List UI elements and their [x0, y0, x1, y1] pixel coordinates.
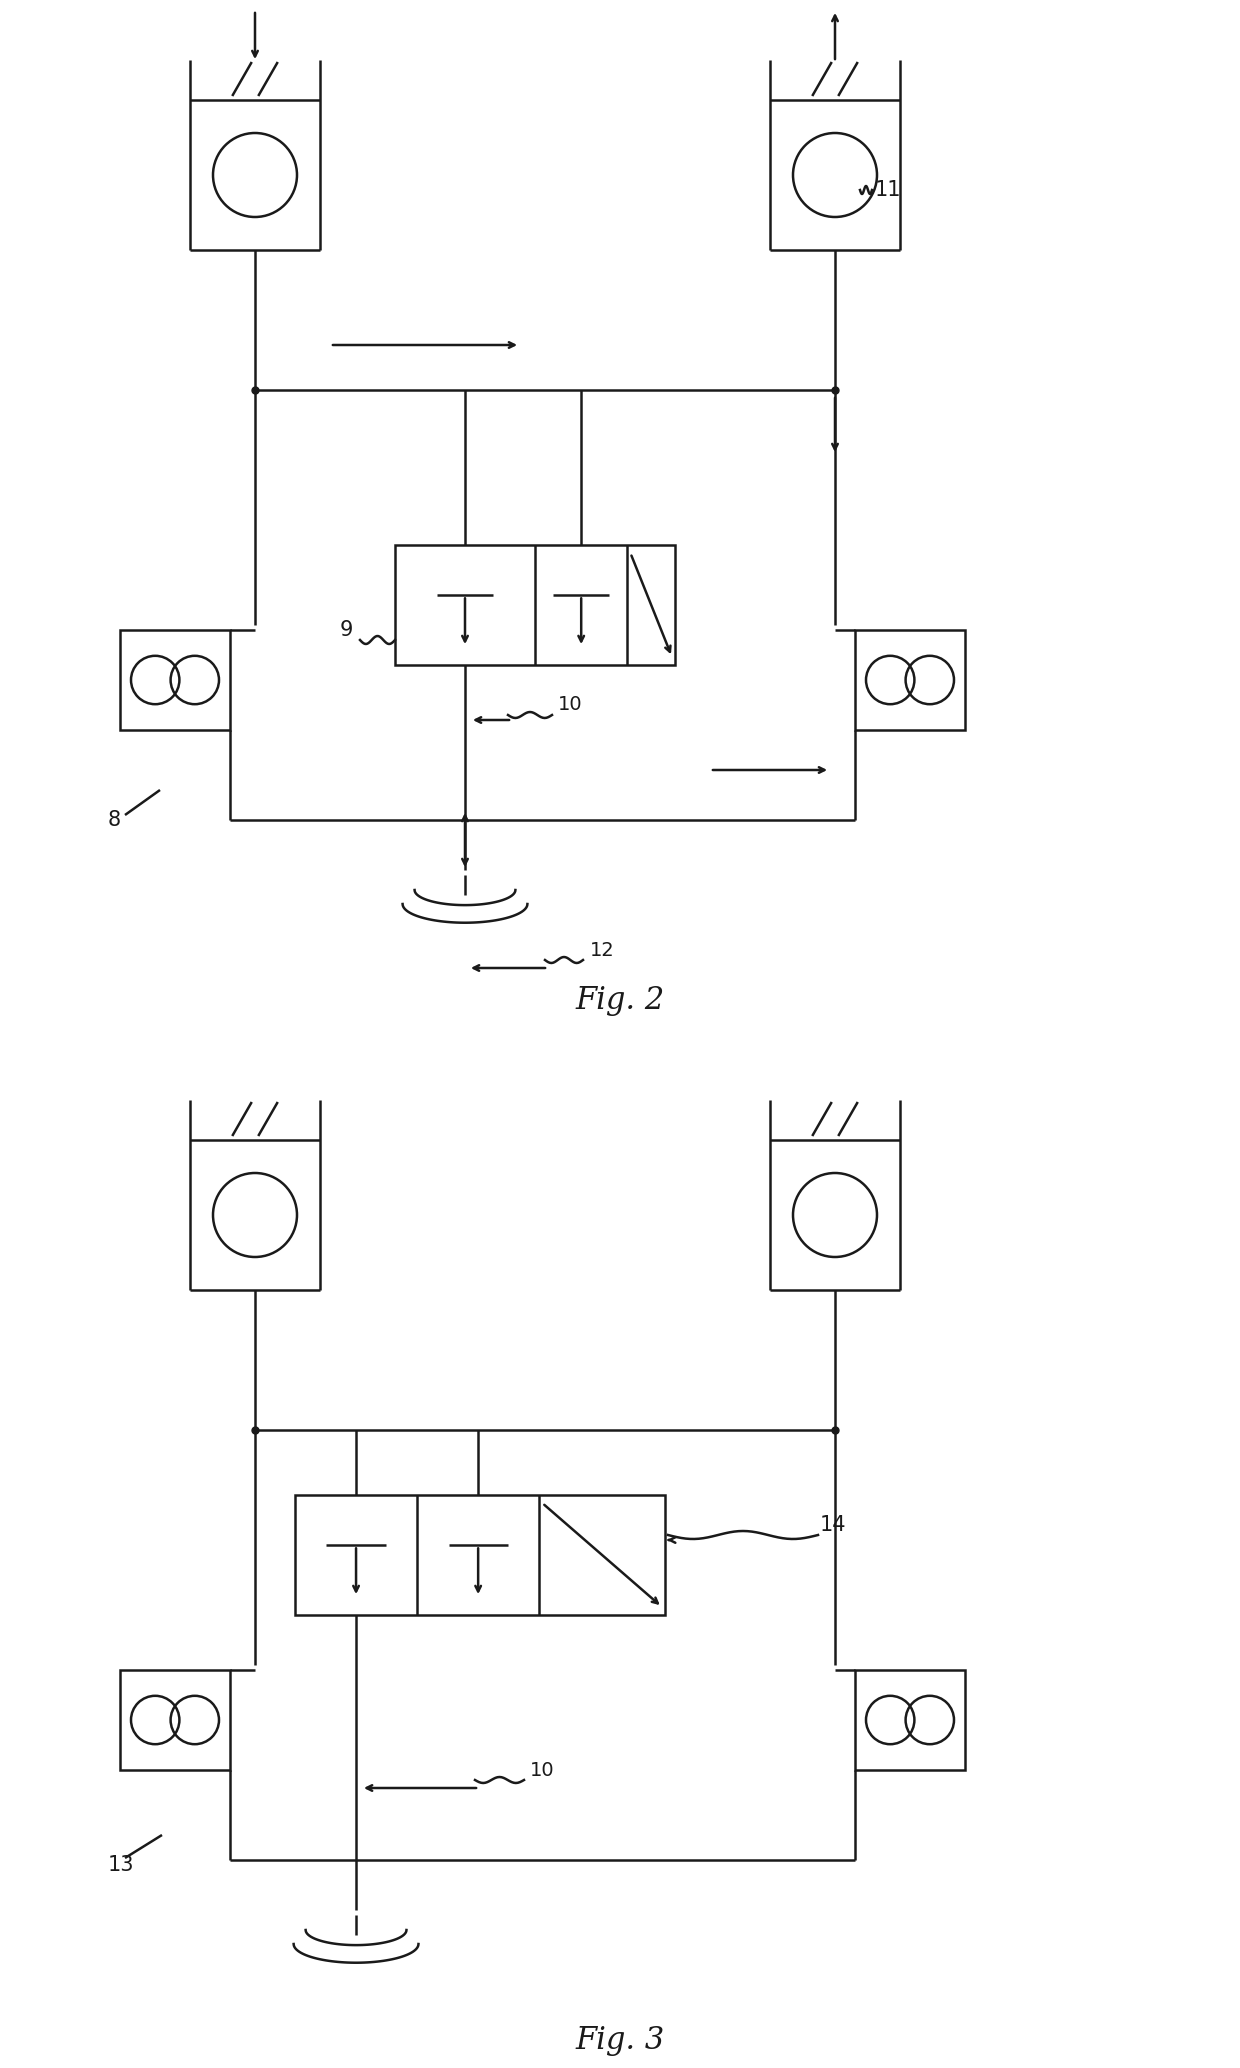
Bar [295, 1495, 665, 1615]
Bar [396, 546, 675, 666]
Text: 11: 11 [875, 180, 901, 201]
Text: 14: 14 [820, 1516, 847, 1534]
Text: 12: 12 [590, 941, 615, 960]
Bar [120, 631, 229, 730]
Text: 10: 10 [529, 1760, 554, 1778]
Bar [120, 1671, 229, 1770]
Text: 13: 13 [108, 1855, 134, 1876]
Text: 10: 10 [558, 695, 583, 716]
Text: 9: 9 [340, 620, 353, 639]
Text: 8: 8 [108, 811, 122, 829]
Bar [856, 1671, 965, 1770]
Bar [856, 631, 965, 730]
Text: Fig. 2: Fig. 2 [575, 984, 665, 1015]
Text: Fig. 3: Fig. 3 [575, 2025, 665, 2056]
